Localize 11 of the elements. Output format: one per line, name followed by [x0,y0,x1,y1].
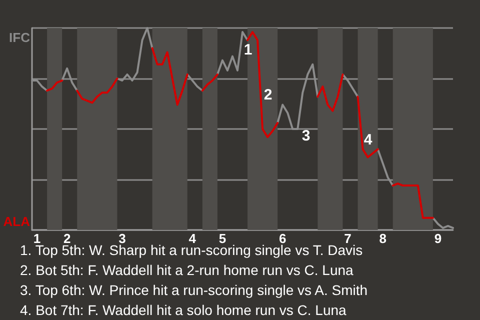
text: ALA [3,214,31,229]
text: 4. Bot 7th: F. Waddell hit a solo home run vs C. Luna [20,302,347,318]
annotation: 3 [302,128,310,144]
annotation: 1 [244,42,252,58]
x-tick-label: 8 [379,231,386,246]
text: 2. Bot 5th: F. Waddell hit a 2-run home run vs C. Luna [20,262,354,278]
x-tick-label: 9 [434,231,442,246]
text: 3. Top 6th: W. Prince hit a run-scoring single vs A. Smith [20,282,368,298]
annotation: 2 [264,86,272,104]
annotation: 4 [364,132,373,148]
text: IFC [9,30,31,45]
